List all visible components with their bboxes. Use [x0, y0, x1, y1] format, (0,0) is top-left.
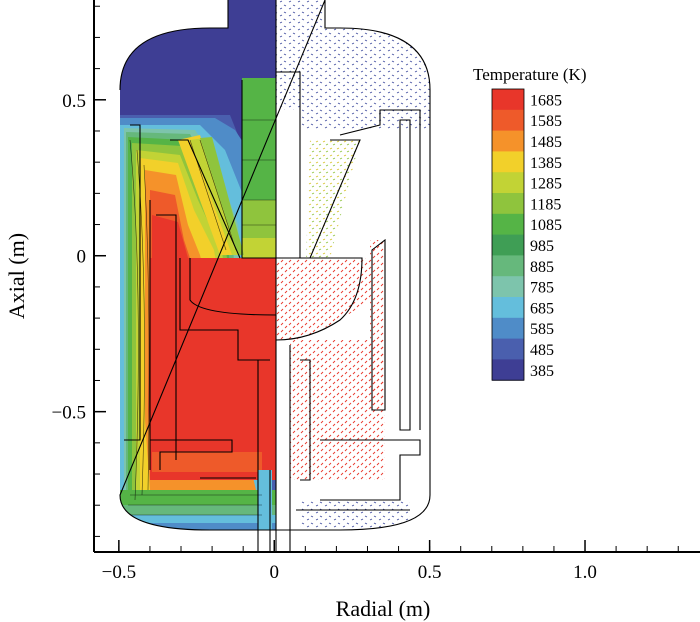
colorbar-swatch — [492, 359, 524, 381]
colorbar-swatch — [492, 297, 524, 319]
colorbar-label: 585 — [530, 321, 554, 338]
colorbar-label: 1185 — [530, 196, 561, 213]
colorbar-label: 1085 — [530, 217, 562, 234]
x-tick-label: 1.0 — [573, 562, 597, 583]
colorbar-label: 485 — [530, 342, 554, 359]
x-tick-label: −0.5 — [102, 562, 136, 583]
y-tick-label: 0.5 — [62, 91, 86, 112]
colorbar-label: 1485 — [530, 134, 562, 151]
colorbar-label: 1285 — [530, 176, 562, 193]
colorbar-swatch — [492, 151, 524, 173]
y-axis-title: Axial (m) — [4, 233, 29, 319]
y-tick-label: 0 — [77, 247, 87, 268]
plot-axes — [93, 0, 700, 553]
colorbar-swatch — [492, 193, 524, 215]
colorbar-label: 1385 — [530, 155, 562, 172]
x-axis-title: Radial (m) — [336, 596, 431, 621]
colorbar-swatch — [492, 89, 524, 111]
colorbar-border — [491, 88, 525, 381]
colorbar-label: 1685 — [530, 92, 562, 109]
colorbar-label: 385 — [530, 363, 554, 380]
vessel-geometry — [119, 0, 431, 552]
y-tick-label: −0.5 — [52, 403, 86, 424]
colorbar-swatch — [492, 172, 524, 194]
colorbar-swatch — [492, 255, 524, 277]
colorbar-swatch — [492, 317, 524, 340]
x-axis-ticks: −0.5 0 0.5 1.0 — [102, 540, 679, 583]
colorbar-label: 685 — [530, 300, 554, 317]
colorbar-swatch — [492, 276, 524, 298]
colorbar-swatch — [492, 338, 524, 360]
colorbar-label: 785 — [530, 280, 554, 297]
colorbar-swatch — [492, 130, 524, 152]
temperature-contour-field — [120, 0, 276, 530]
x-tick-label: 0.5 — [418, 562, 442, 583]
colorbar-label: 1585 — [530, 113, 562, 130]
y-axis-ticks: 0.5 0 −0.5 — [52, 5, 106, 537]
temperature-colorbar: Temperature (K) 1685 1585 1485 1385 1285 1185… — [473, 65, 587, 381]
x-tick-label: 0 — [269, 562, 279, 583]
colorbar-label: 885 — [530, 259, 554, 276]
colorbar-swatch — [492, 213, 524, 236]
colorbar-swatch — [492, 109, 524, 132]
colorbar-label: 985 — [530, 238, 554, 255]
colorbar-swatch — [492, 234, 524, 256]
colorbar-title: Temperature (K) — [473, 65, 587, 84]
